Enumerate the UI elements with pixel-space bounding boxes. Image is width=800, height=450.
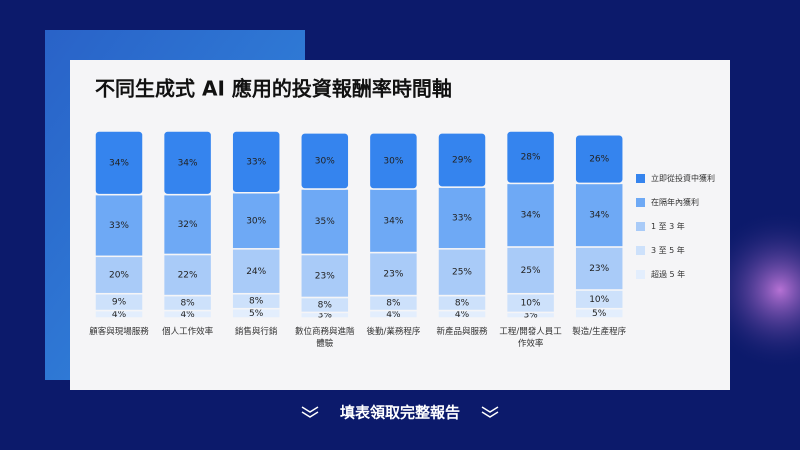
- value-label: 3%: [318, 311, 333, 321]
- value-label: 34%: [178, 158, 198, 168]
- legend-label: 立即從投資中獲利: [651, 173, 715, 183]
- bar-segment: [162, 130, 213, 196]
- x-tick-label: 新產品與服務: [436, 327, 488, 337]
- legend-label: 超過 5 年: [651, 269, 685, 279]
- value-label: 4%: [180, 310, 195, 320]
- legend-swatch: [636, 174, 645, 183]
- bar-segment: [505, 130, 556, 185]
- value-label: 28%: [521, 153, 541, 163]
- bar-segment: [300, 253, 350, 299]
- value-label: 34%: [109, 158, 129, 168]
- value-label: 26%: [589, 155, 609, 165]
- value-label: 32%: [178, 220, 198, 230]
- bar-segment: [368, 132, 419, 190]
- bar-segment: [368, 188, 419, 254]
- value-label: 29%: [452, 155, 472, 165]
- bar-segment: [231, 130, 281, 194]
- value-label: 33%: [109, 221, 129, 231]
- bar-segment: [94, 255, 144, 295]
- legend-swatch: [636, 270, 645, 279]
- value-label: 8%: [386, 299, 401, 309]
- value-label: 22%: [178, 270, 198, 280]
- value-label: 30%: [246, 216, 266, 226]
- x-tick-label: 數位商務與進階體驗: [295, 327, 355, 349]
- x-tick-label: 製造/生產程序: [572, 327, 627, 337]
- bar-segment: [574, 182, 624, 248]
- legend-label: 1 至 3 年: [651, 221, 685, 231]
- value-label: 4%: [455, 310, 470, 320]
- value-label: 24%: [246, 267, 266, 277]
- value-label: 25%: [521, 266, 541, 276]
- bar-segment: [505, 182, 556, 248]
- legend-label: 在隔年內獲利: [651, 197, 699, 207]
- bar-segment: [94, 193, 144, 258]
- value-label: 33%: [452, 213, 472, 223]
- legend-swatch: [636, 198, 645, 207]
- value-label: 23%: [589, 264, 609, 274]
- value-label: 10%: [589, 295, 609, 305]
- value-label: 8%: [249, 297, 264, 307]
- bar-segment: [300, 188, 350, 256]
- x-tick-label: 個人工作效率: [162, 327, 214, 337]
- value-label: 35%: [315, 217, 335, 227]
- bar-segment: [437, 248, 487, 297]
- x-tick-label: 後勤/業務程序: [366, 327, 421, 337]
- value-label: 4%: [112, 310, 127, 320]
- x-tick-label: 顧客與現場服務: [89, 327, 149, 337]
- value-label: 30%: [315, 156, 335, 166]
- value-label: 9%: [112, 298, 127, 308]
- legend-swatch: [636, 222, 645, 231]
- x-tick-label: 工程/開發人員工作效率: [499, 327, 562, 349]
- bar-segment: [300, 132, 350, 190]
- value-label: 10%: [521, 299, 541, 309]
- value-label: 34%: [589, 211, 609, 221]
- bar-segment: [505, 246, 556, 295]
- value-label: 8%: [455, 299, 470, 309]
- bar-segment: [231, 248, 281, 295]
- value-label: 5%: [249, 309, 264, 319]
- x-tick-label: 銷售與行銷: [234, 327, 278, 337]
- bar-segment: [437, 186, 487, 250]
- value-label: 30%: [383, 156, 403, 166]
- value-label: 5%: [592, 309, 607, 319]
- chart-title: 不同生成式 AI 應用的投資報酬率時間軸: [95, 77, 452, 101]
- value-label: 3%: [523, 311, 538, 321]
- bar-segment: [162, 253, 213, 297]
- legend-swatch: [636, 246, 645, 255]
- legend-label: 3 至 5 年: [651, 245, 685, 255]
- bar-segment: [231, 191, 281, 250]
- value-label: 20%: [109, 270, 129, 280]
- bar-segment: [437, 132, 487, 188]
- cta-text[interactable]: 填表領取完整報告: [340, 404, 460, 422]
- value-label: 8%: [180, 299, 195, 309]
- value-label: 23%: [383, 270, 403, 280]
- value-label: 23%: [315, 271, 335, 281]
- cta-chevrons: [301, 406, 499, 418]
- value-label: 25%: [452, 268, 472, 278]
- bar-segment: [94, 130, 144, 196]
- value-label: 4%: [386, 310, 401, 320]
- value-label: 34%: [521, 211, 541, 221]
- bar-segment: [574, 133, 624, 185]
- value-label: 34%: [383, 216, 403, 226]
- value-label: 33%: [246, 157, 266, 167]
- value-label: 8%: [318, 300, 333, 310]
